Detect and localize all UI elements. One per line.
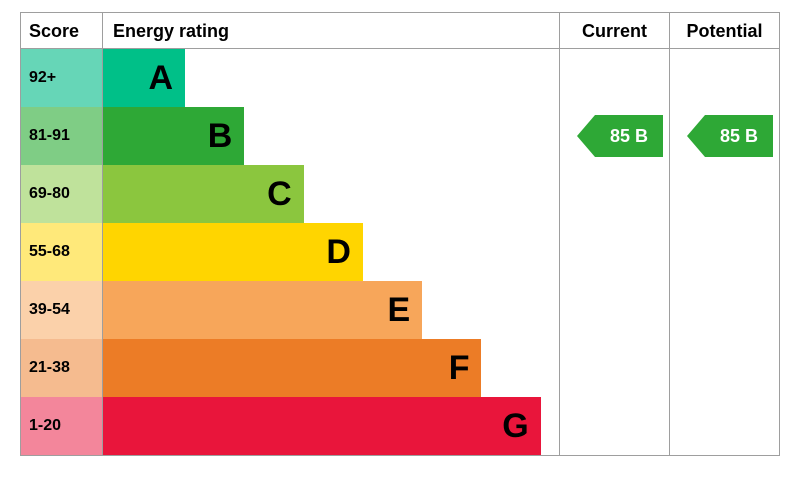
band-bar: F <box>103 339 481 397</box>
current-cell: 85 B <box>559 107 669 165</box>
band-bar: D <box>103 223 363 281</box>
band-bar-area: G <box>103 397 559 455</box>
header-potential: Potential <box>669 13 779 49</box>
band-score: 1-20 <box>21 397 103 455</box>
band-letter: E <box>388 291 411 330</box>
band-letter: C <box>267 175 292 214</box>
band-row-f: 21-38 F <box>21 339 779 397</box>
band-bar-area: C <box>103 165 559 223</box>
current-cell <box>559 339 669 397</box>
arrow-label: 85 B <box>595 115 663 157</box>
header-rating: Energy rating <box>103 13 559 49</box>
band-row-c: 69-80 C <box>21 165 779 223</box>
band-bar-area: E <box>103 281 559 339</box>
band-row-g: 1-20 G <box>21 397 779 455</box>
potential-cell <box>669 397 779 455</box>
band-score: 92+ <box>21 49 103 107</box>
band-bar: G <box>103 397 541 455</box>
arrow-head-icon <box>687 115 705 157</box>
band-score: 69-80 <box>21 165 103 223</box>
potential-cell <box>669 165 779 223</box>
band-score: 81-91 <box>21 107 103 165</box>
band-row-d: 55-68 D <box>21 223 779 281</box>
band-bar: C <box>103 165 304 223</box>
current-cell <box>559 281 669 339</box>
band-row-e: 39-54 E <box>21 281 779 339</box>
potential-cell <box>669 281 779 339</box>
band-bar: A <box>103 49 185 107</box>
potential-cell <box>669 49 779 107</box>
band-letter: A <box>149 59 174 98</box>
arrow-head-icon <box>577 115 595 157</box>
band-row-a: 92+ A <box>21 49 779 107</box>
band-score: 21-38 <box>21 339 103 397</box>
header-current: Current <box>559 13 669 49</box>
band-letter: G <box>502 407 528 446</box>
band-row-b: 81-91 B 85 B 85 B <box>21 107 779 165</box>
band-score: 39-54 <box>21 281 103 339</box>
potential-cell <box>669 223 779 281</box>
energy-rating-chart: Score Energy rating Current Potential 92… <box>20 12 780 456</box>
current-arrow: 85 B <box>577 115 663 157</box>
band-letter: F <box>449 349 470 388</box>
potential-cell <box>669 339 779 397</box>
current-cell <box>559 223 669 281</box>
header-row: Score Energy rating Current Potential <box>21 13 779 49</box>
band-bar-area: F <box>103 339 559 397</box>
header-score: Score <box>21 13 103 49</box>
band-bar-area: B <box>103 107 559 165</box>
potential-cell: 85 B <box>669 107 779 165</box>
band-bar: E <box>103 281 422 339</box>
band-bar: B <box>103 107 244 165</box>
band-score: 55-68 <box>21 223 103 281</box>
arrow-label: 85 B <box>705 115 773 157</box>
current-cell <box>559 49 669 107</box>
potential-arrow: 85 B <box>687 115 773 157</box>
band-letter: D <box>326 233 351 272</box>
current-cell <box>559 165 669 223</box>
band-letter: B <box>208 117 233 156</box>
band-bar-area: D <box>103 223 559 281</box>
band-bar-area: A <box>103 49 559 107</box>
current-cell <box>559 397 669 455</box>
